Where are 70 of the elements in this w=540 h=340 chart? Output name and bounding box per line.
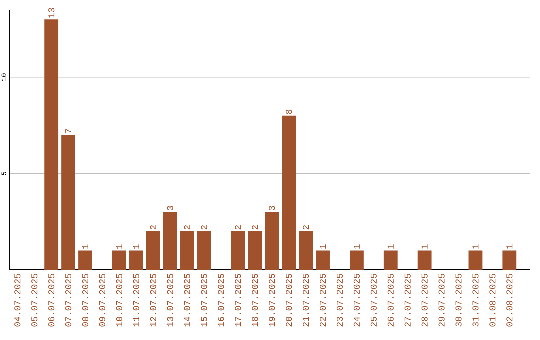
- x-tick-label: 06.07.2025: [48, 274, 55, 327]
- bar: [146, 231, 160, 270]
- x-tick-label: 25.07.2025: [370, 274, 377, 327]
- x-tick-label: 07.07.2025: [65, 274, 72, 327]
- data-label: 13: [48, 8, 55, 18]
- data-label: 2: [201, 226, 208, 230]
- data-label: 1: [388, 244, 394, 249]
- bar: [282, 116, 296, 270]
- data-label: 1: [506, 244, 513, 249]
- x-tick-label: 09.07.2025: [99, 274, 106, 327]
- bar: [248, 231, 262, 270]
- bar: [44, 20, 59, 270]
- data-label: 1: [320, 244, 326, 249]
- bar: [231, 231, 246, 270]
- x-tick-label: 20.07.2025: [286, 274, 292, 327]
- bar: [350, 250, 364, 270]
- x-tick-label: 22.07.2025: [320, 274, 326, 327]
- x-tick-label: 15.07.2025: [201, 274, 208, 327]
- data-label: 2: [150, 226, 156, 230]
- data-label: 1: [422, 244, 428, 249]
- x-tick-label: 27.07.2025: [404, 274, 411, 327]
- bar: [62, 135, 76, 270]
- bar: [502, 250, 517, 270]
- x-tick-label: 26.07.2025: [388, 274, 394, 327]
- bar: [78, 250, 92, 270]
- bar: [468, 250, 483, 270]
- bar: [197, 231, 212, 270]
- data-label: 1: [82, 244, 88, 249]
- data-label: 2: [184, 226, 190, 230]
- bar: [316, 250, 330, 270]
- x-tick-label: 11.07.2025: [133, 274, 140, 327]
- bar: [180, 231, 194, 270]
- data-label: 1: [116, 244, 122, 249]
- x-tick-label: 04.07.2025: [14, 274, 21, 327]
- x-tick-label: 05.07.2025: [32, 274, 38, 327]
- data-label: 2: [235, 226, 242, 230]
- x-tick-label: 23.07.2025: [336, 274, 344, 327]
- x-tick-label: 14.07.2025: [184, 274, 190, 327]
- data-label: 3: [167, 206, 174, 210]
- x-tick-label: 29.07.2025: [438, 274, 445, 327]
- data-label: 1: [472, 244, 479, 249]
- data-label: 2: [252, 226, 258, 230]
- x-tick-label: 18.07.2025: [252, 274, 258, 327]
- bar: [129, 250, 144, 270]
- x-tick-label: 02.08.2025: [506, 274, 513, 327]
- data-label: 3: [269, 206, 276, 210]
- x-tick-label: 08.07.2025: [82, 274, 89, 327]
- x-tick-label: 28.07.2025: [422, 274, 428, 327]
- x-tick-label: 13.07.2025: [167, 274, 174, 327]
- data-label: 1: [133, 244, 140, 249]
- x-tick-label: 01.08.2025: [490, 274, 496, 327]
- data-label: 8: [286, 110, 292, 114]
- bar: [163, 212, 178, 270]
- x-tick-label: 12.07.2025: [150, 274, 156, 327]
- bar: [418, 250, 432, 270]
- bar: [112, 250, 126, 270]
- data-label: 7: [66, 129, 72, 134]
- bar: [265, 212, 280, 270]
- x-tick-label: 24.07.2025: [354, 274, 360, 327]
- x-tick-label: 16.07.2025: [218, 274, 224, 327]
- x-tick-label: 30.07.2025: [456, 274, 462, 327]
- x-tick-label: 17.07.2025: [235, 274, 242, 327]
- bar: [384, 250, 398, 270]
- bar: [299, 231, 314, 270]
- x-tick-label: 31.07.2025: [472, 274, 479, 327]
- data-label: 1: [354, 244, 360, 249]
- x-tick-label: 21.07.2025: [303, 274, 310, 327]
- x-tick-label: 10.07.2025: [116, 274, 122, 327]
- data-label: 2: [303, 226, 310, 230]
- x-tick-label: 19.07.2025: [269, 274, 276, 327]
